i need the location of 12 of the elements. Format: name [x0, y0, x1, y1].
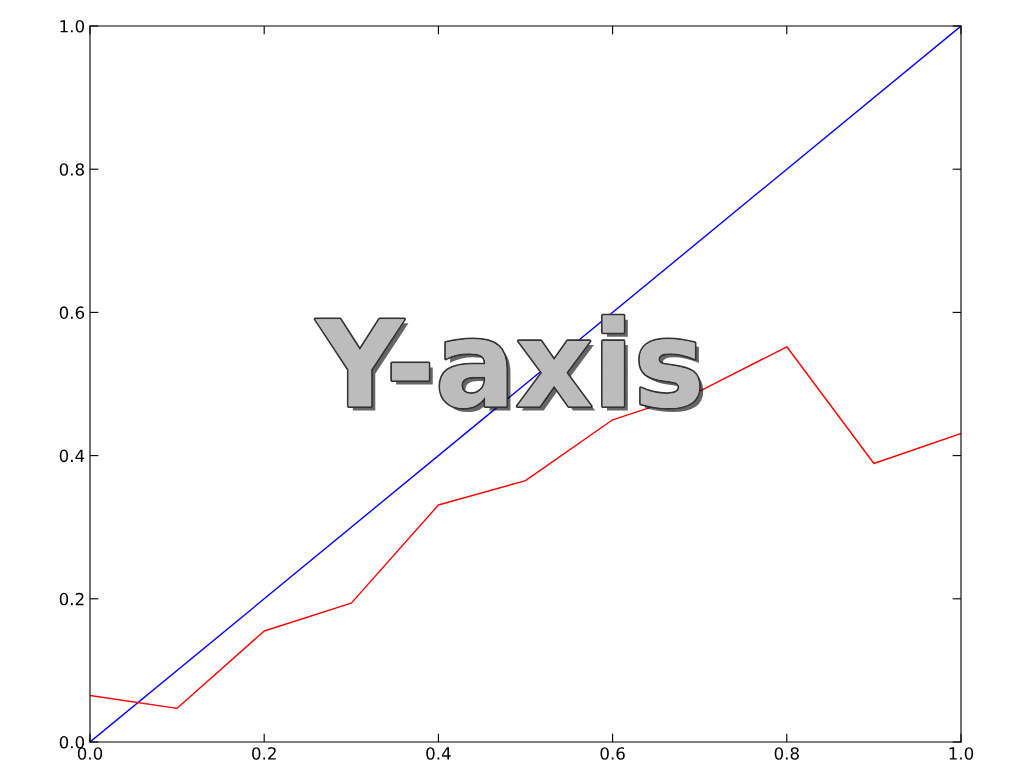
x-tick-label: 0.2: [252, 747, 276, 760]
y-tick-label: 0.2: [59, 592, 84, 606]
y-tick-label: 1.0: [60, 19, 85, 33]
y-tick-label: 0.8: [59, 163, 84, 176]
y-tick-label: 0.4: [59, 449, 85, 463]
x-tick-label: 0.0: [77, 747, 103, 760]
x-tick-label: 0.6: [600, 747, 625, 760]
y-tick-label: 0.0: [59, 735, 85, 749]
y-tick-label: 0.6: [59, 306, 85, 319]
x-tick-label: 0.4: [426, 747, 451, 760]
x-tick-label: 1.0: [949, 747, 974, 760]
x-tick-label: 0.8: [774, 747, 799, 760]
